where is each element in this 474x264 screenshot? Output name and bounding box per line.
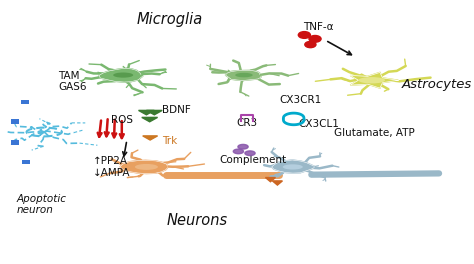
- Polygon shape: [142, 117, 157, 122]
- Text: TNF-α: TNF-α: [303, 22, 334, 32]
- Circle shape: [305, 41, 316, 48]
- FancyBboxPatch shape: [11, 119, 19, 124]
- Ellipse shape: [238, 144, 248, 149]
- Polygon shape: [99, 68, 143, 82]
- FancyBboxPatch shape: [22, 159, 29, 164]
- FancyBboxPatch shape: [21, 100, 28, 105]
- Text: Apoptotic
neuron: Apoptotic neuron: [16, 194, 66, 215]
- FancyBboxPatch shape: [11, 140, 19, 145]
- Polygon shape: [138, 110, 155, 115]
- Ellipse shape: [283, 164, 303, 169]
- Polygon shape: [120, 160, 167, 173]
- Ellipse shape: [135, 164, 158, 170]
- Ellipse shape: [358, 77, 385, 83]
- Circle shape: [298, 32, 310, 38]
- Text: CX3CR1: CX3CR1: [280, 95, 322, 105]
- Text: CR3: CR3: [237, 118, 258, 128]
- Polygon shape: [146, 110, 162, 115]
- Polygon shape: [143, 136, 157, 140]
- Text: TAM
GAS6: TAM GAS6: [58, 71, 87, 92]
- Polygon shape: [273, 181, 283, 185]
- Text: CX3CL1: CX3CL1: [298, 119, 339, 129]
- Polygon shape: [225, 70, 261, 81]
- Polygon shape: [265, 177, 275, 182]
- Text: ROS: ROS: [110, 115, 133, 125]
- Text: Complement: Complement: [219, 155, 287, 166]
- Polygon shape: [350, 72, 398, 88]
- Ellipse shape: [245, 151, 255, 155]
- Ellipse shape: [233, 149, 244, 154]
- Text: Glutamate, ATP: Glutamate, ATP: [334, 128, 414, 138]
- Text: Microglia: Microglia: [137, 12, 203, 27]
- Text: Neurons: Neurons: [167, 214, 228, 229]
- Ellipse shape: [235, 73, 253, 77]
- Text: Trk: Trk: [162, 136, 177, 146]
- Ellipse shape: [113, 73, 133, 78]
- Circle shape: [309, 35, 321, 42]
- Polygon shape: [272, 160, 314, 173]
- Text: Astrocytes: Astrocytes: [402, 78, 472, 91]
- Text: BDNF: BDNF: [162, 105, 191, 115]
- Text: ↑PP2A
↓AMPA: ↑PP2A ↓AMPA: [93, 156, 130, 178]
